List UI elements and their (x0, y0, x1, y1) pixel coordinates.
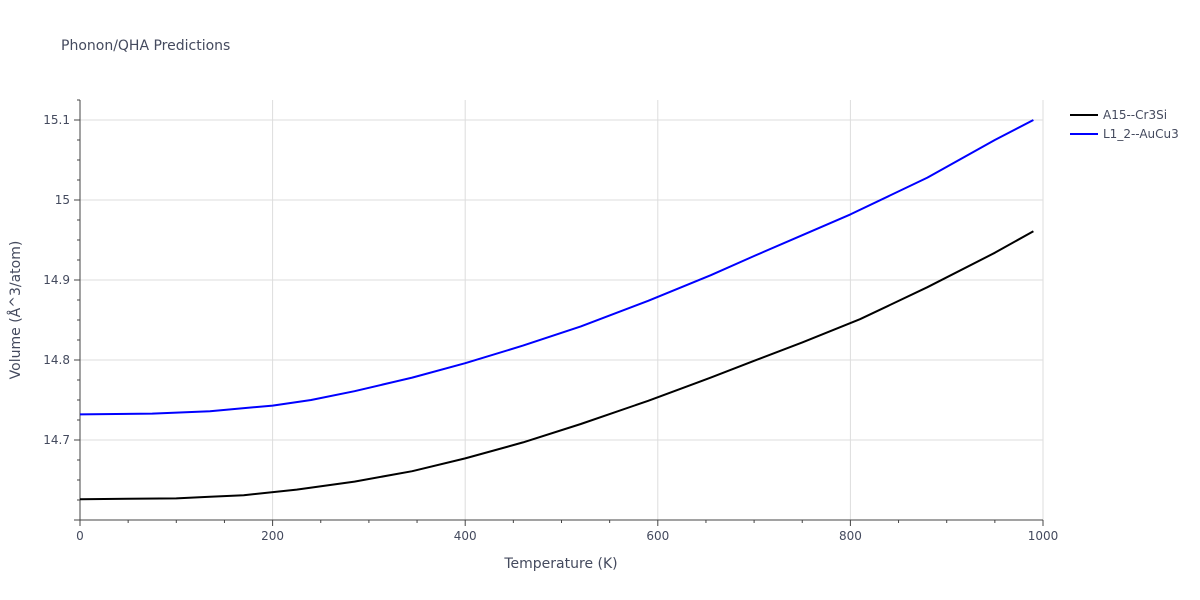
series-line-2 (79, 119, 1034, 416)
x-tick-label: 400 (454, 529, 477, 543)
grid (80, 100, 1044, 520)
y-axis-title: Volume (Å^3/atom) (7, 241, 24, 380)
y-tick-label: 14.8 (43, 353, 70, 367)
tick-labels: 0 200 400 600 800 1000 14.7 14.8 14.9 15 15.1 (43, 113, 1058, 543)
y-tick-label: 15.1 (43, 113, 70, 127)
legend: A15--Cr3Si L1_2--AuCu3 (1070, 108, 1179, 141)
chart-title: Phonon/QHA Predictions (61, 38, 230, 54)
series-layer (79, 119, 1034, 501)
legend-label-1: A15--Cr3Si (1103, 108, 1167, 122)
x-axis-title: Temperature (K) (503, 556, 617, 572)
legend-label-2: L1_2--AuCu3 (1103, 127, 1179, 141)
y-tick-label: 15 (55, 193, 70, 207)
y-tick-label: 14.9 (43, 273, 70, 287)
y-tick-label: 14.7 (43, 433, 70, 447)
x-tick-label: 200 (261, 529, 284, 543)
x-tick-label: 1000 (1028, 529, 1059, 543)
axes (74, 99, 1044, 526)
series-line-1 (79, 230, 1034, 501)
x-tick-label: 800 (839, 529, 862, 543)
x-tick-label: 0 (76, 529, 84, 543)
x-tick-label: 600 (646, 529, 669, 543)
